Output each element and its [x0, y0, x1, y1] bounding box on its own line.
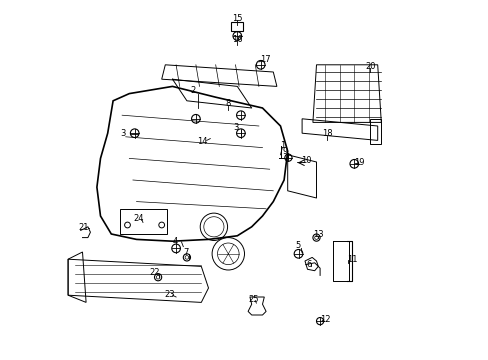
Text: 10: 10	[301, 156, 311, 166]
Text: 17: 17	[260, 55, 270, 64]
Text: 2: 2	[190, 86, 196, 95]
Text: 7: 7	[183, 248, 188, 257]
Text: 15: 15	[232, 14, 242, 23]
Bar	[120, 209, 167, 234]
Bar	[230, 22, 243, 31]
Text: 25: 25	[248, 295, 258, 304]
Text: 3: 3	[120, 130, 125, 139]
Text: 9: 9	[283, 148, 287, 157]
Text: 21: 21	[78, 223, 88, 232]
Text: 19: 19	[353, 158, 364, 167]
Text: 6: 6	[305, 260, 311, 269]
Text: 22: 22	[149, 269, 160, 277]
Text: 24: 24	[133, 214, 143, 223]
Text: 4: 4	[172, 238, 178, 247]
Text: 16: 16	[231, 35, 242, 44]
Text: 14: 14	[196, 137, 207, 146]
Text: 5: 5	[295, 241, 301, 250]
Text: 12: 12	[320, 315, 330, 324]
Text: 18: 18	[321, 130, 332, 139]
Text: 20: 20	[365, 62, 375, 71]
Text: 1: 1	[279, 141, 285, 150]
Text: 13: 13	[313, 230, 324, 239]
Text: 23: 23	[164, 290, 175, 299]
Text: 3: 3	[233, 123, 239, 132]
Text: 8: 8	[225, 99, 230, 108]
Text: 11: 11	[346, 256, 357, 264]
